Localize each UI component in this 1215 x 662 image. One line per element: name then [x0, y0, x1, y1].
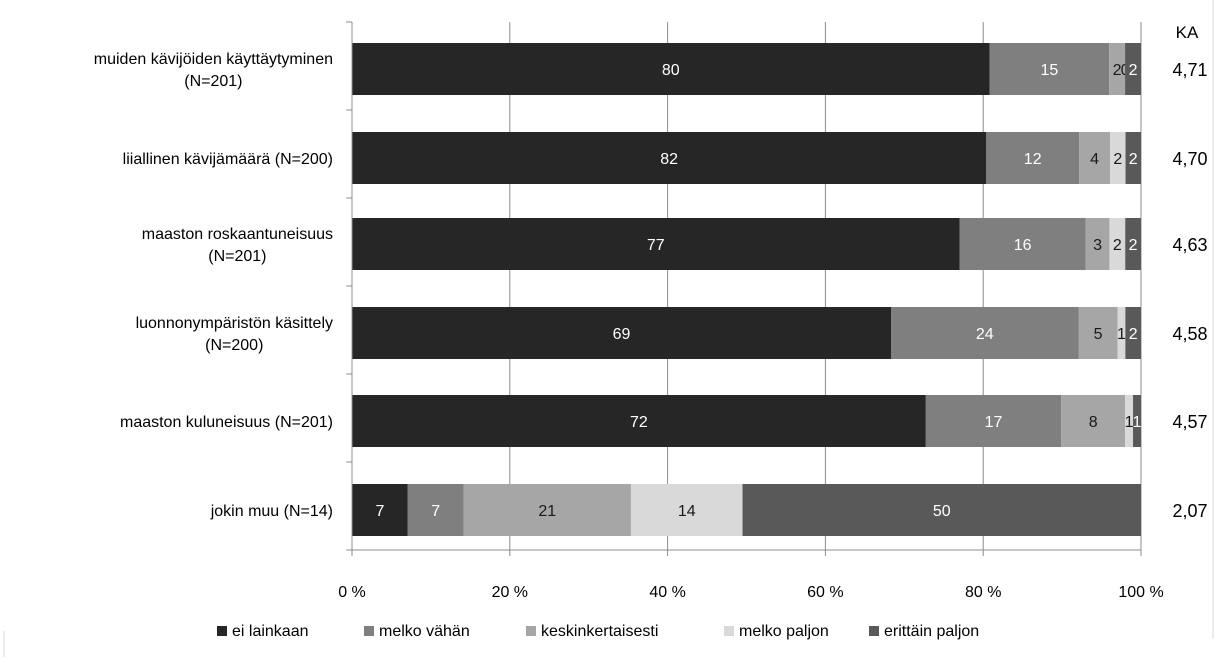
x-tick-label: 80 % [965, 584, 1001, 601]
data-label: 1 [1133, 414, 1142, 431]
data-label: 2 [1129, 326, 1138, 343]
bar-segment [959, 218, 1086, 270]
data-label: 50 [933, 503, 951, 520]
legend: ei lainkaan melko vähän keskinkertaisesti m… [217, 623, 979, 640]
ka-value: 4,58 [1172, 324, 1207, 344]
legend-swatch [526, 626, 536, 636]
bar-segment [1125, 43, 1141, 95]
bar-segment [1110, 132, 1126, 184]
bar-segment [407, 484, 464, 536]
legend-label: melko paljon [739, 623, 829, 640]
data-label: 2 [1129, 151, 1138, 168]
bar-segment [891, 307, 1079, 359]
data-label: 2 [1113, 62, 1122, 79]
legend-label: melko vähän [379, 623, 470, 640]
category-label: jokin muu (N=14) [210, 503, 333, 520]
bar-segment [1125, 307, 1141, 359]
data-label: 2 [1113, 151, 1122, 168]
ka-value: 4,63 [1172, 235, 1207, 255]
x-tick-label: 20 % [492, 584, 528, 601]
bar-segment [1061, 395, 1126, 447]
data-label: 2 [1113, 237, 1122, 254]
data-label: 14 [678, 503, 696, 520]
bar-segment [1117, 307, 1126, 359]
bar-segment [463, 484, 631, 536]
axes: 0 % 20 % 40 % 60 % 80 % 100 % [338, 21, 1164, 601]
data-label: 80 [662, 62, 680, 79]
bar-segment [1133, 395, 1141, 447]
bar-segment [1125, 218, 1141, 270]
data-label: 77 [647, 237, 665, 254]
bar-segment [1079, 132, 1111, 184]
category-label: liiallinen kävijämäärä (N=200) [123, 151, 333, 168]
bar-segment [1125, 395, 1134, 447]
data-label: 1 [1125, 414, 1134, 431]
category-label: (N=200) [205, 337, 263, 354]
x-tick-label: 40 % [649, 584, 685, 601]
category-labels: muiden kävijöiden käyttäytyminen (N=201) l… [94, 51, 333, 520]
ka-header: KA [1176, 23, 1199, 42]
bars: 8015202821242277163226924512721781177211… [352, 43, 1142, 536]
ka-value: 2,07 [1172, 501, 1207, 521]
category-label: muiden kävijöiden käyttäytyminen [94, 51, 333, 68]
data-label: 24 [976, 326, 994, 343]
x-tick-label: 100 % [1118, 584, 1163, 601]
legend-label: erittäin paljon [884, 623, 979, 640]
x-tick-label: 0 % [338, 584, 366, 601]
data-label: 5 [1094, 326, 1103, 343]
bar-segment [1109, 43, 1126, 95]
data-label: 72 [630, 414, 648, 431]
data-label: 2 [1129, 237, 1138, 254]
category-label: luonnonympäristön käsittely [136, 315, 333, 332]
data-label: 21 [538, 503, 556, 520]
bar-segment [986, 132, 1080, 184]
category-label: maaston roskaantuneisuus [142, 226, 333, 243]
bar-segment [630, 484, 743, 536]
legend-label: keskinkertaisesti [541, 623, 658, 640]
x-tick-label: 60 % [807, 584, 843, 601]
bar-segment [352, 218, 960, 270]
category-label: (N=201) [184, 73, 242, 90]
data-label: 17 [985, 414, 1003, 431]
bar-segment [1078, 307, 1118, 359]
bar-segment [1125, 132, 1141, 184]
data-label: 3 [1093, 237, 1102, 254]
legend-swatch [869, 626, 879, 636]
bar-segment [925, 395, 1062, 447]
bar-segment [352, 395, 926, 447]
category-label: maaston kuluneisuus (N=201) [120, 414, 333, 431]
bar-segment [352, 307, 892, 359]
legend-swatch [364, 626, 374, 636]
ka-column: 4,71 4,70 4,63 4,58 4,57 2,07 KA [1172, 23, 1207, 521]
data-label: 12 [1024, 151, 1042, 168]
ka-value: 4,70 [1172, 149, 1207, 169]
legend-swatch [724, 626, 734, 636]
bar-segment [742, 484, 1141, 536]
data-label: 1 [1117, 326, 1126, 343]
data-label: 7 [375, 503, 384, 520]
data-label: 8 [1089, 414, 1098, 431]
data-label: 16 [1014, 237, 1032, 254]
bar-segment [1109, 218, 1126, 270]
data-label: 4 [1090, 151, 1099, 168]
gridlines [509, 22, 1142, 550]
legend-swatch [217, 626, 227, 636]
data-label: 7 [431, 503, 440, 520]
data-label: 82 [660, 151, 678, 168]
data-label: 2 [1129, 62, 1138, 79]
bar-segment [352, 484, 408, 536]
category-label: (N=201) [208, 248, 266, 265]
data-label: 15 [1040, 62, 1058, 79]
bar-segment [352, 43, 990, 95]
legend-label: ei lainkaan [232, 623, 309, 640]
data-label: 69 [613, 326, 631, 343]
bar-segment [989, 43, 1110, 95]
ka-value: 4,57 [1172, 412, 1207, 432]
bar-segment [1085, 218, 1110, 270]
ka-value: 4,71 [1172, 60, 1207, 80]
bar-segment [352, 132, 987, 184]
